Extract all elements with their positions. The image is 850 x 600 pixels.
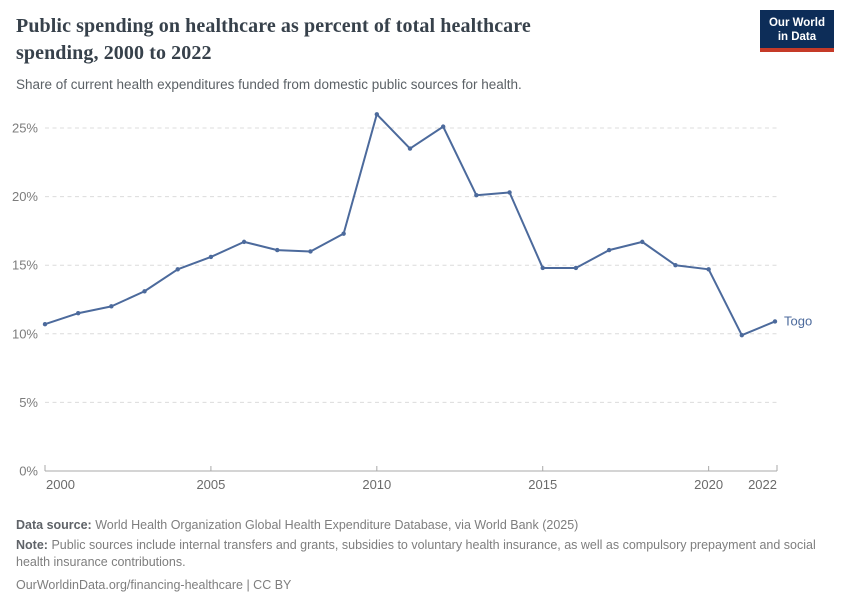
y-axis-tick-label: 20%: [12, 189, 38, 204]
y-axis-tick-label: 10%: [12, 326, 38, 341]
y-axis-tick-label: 0%: [19, 464, 38, 479]
data-point[interactable]: [308, 249, 313, 254]
data-point[interactable]: [241, 239, 247, 245]
y-axis-tick-label: 15%: [12, 258, 38, 273]
data-point[interactable]: [739, 332, 745, 338]
data-point[interactable]: [374, 112, 380, 117]
x-axis-tick-label: 2015: [528, 477, 557, 492]
note-label: Note:: [16, 538, 48, 552]
data-point[interactable]: [208, 254, 214, 260]
data-point[interactable]: [407, 146, 413, 151]
page-title: Public spending on healthcare as percent…: [16, 13, 676, 67]
data-point[interactable]: [275, 247, 280, 253]
owid-url-link[interactable]: OurWorldinData.org/financing-healthcare …: [16, 578, 292, 592]
data-point[interactable]: [142, 289, 147, 294]
y-axis-tick-label: 5%: [19, 395, 38, 410]
owid-url-line: OurWorldinData.org/financing-healthcare …: [16, 577, 834, 594]
data-point[interactable]: [706, 267, 711, 272]
data-point[interactable]: [75, 311, 81, 316]
title-line-1: Public spending on healthcare as percent…: [16, 15, 531, 37]
chart-canvas[interactable]: 0% 5% 10% 15% 20% 25% 2000 2005 2010 2015 2020 2022…: [0, 100, 850, 500]
data-source-text: World Health Organization Global Health …: [95, 518, 579, 532]
x-axis-tick-label: 2020: [694, 477, 723, 492]
data-point[interactable]: [640, 239, 645, 245]
data-point[interactable]: [42, 321, 48, 327]
data-point[interactable]: [606, 247, 612, 253]
owid-logo-line-1: Our World: [768, 17, 825, 29]
owid-logo-line-2: in Data: [777, 31, 817, 43]
data-point[interactable]: [474, 193, 479, 198]
chart-area: 0% 5% 10% 15% 20% 25% 2000 2005 2010 2015 2020 2022…: [0, 100, 850, 505]
note-text: Public sources include internal transfer…: [16, 538, 816, 569]
data-point[interactable]: [772, 319, 778, 324]
data-source-line: Data source: World Health Organization G…: [16, 517, 834, 534]
data-point[interactable]: [341, 231, 346, 236]
x-axis-tick-label: 2022: [748, 477, 777, 492]
data-source-label: Data source:: [16, 518, 92, 532]
data-point[interactable]: [440, 124, 446, 129]
data-point[interactable]: [540, 265, 545, 271]
chart-header: Public spending on healthcare as percent…: [0, 0, 850, 93]
x-axis-tick-label: 2010: [362, 477, 391, 492]
entity-label-togo[interactable]: Togo: [784, 313, 812, 328]
x-axis-tick-label: 2000: [46, 477, 75, 492]
chart-subtitle: Share of current health expenditures fun…: [16, 77, 522, 92]
title-line-2: spending, 2000 to 2022: [16, 42, 212, 64]
x-axis-tick-label: 2005: [196, 477, 225, 492]
data-point[interactable]: [109, 304, 114, 309]
owid-logo[interactable]: Our World in Data: [759, 10, 834, 52]
data-point[interactable]: [673, 263, 678, 268]
y-axis-tick-label: 25%: [12, 121, 38, 136]
data-point[interactable]: [573, 265, 579, 271]
note-line: Note: Public sources include internal tr…: [16, 537, 834, 571]
data-point[interactable]: [507, 190, 512, 195]
data-point[interactable]: [175, 267, 180, 272]
chart-footer: Data source: World Health Organization G…: [0, 505, 850, 594]
